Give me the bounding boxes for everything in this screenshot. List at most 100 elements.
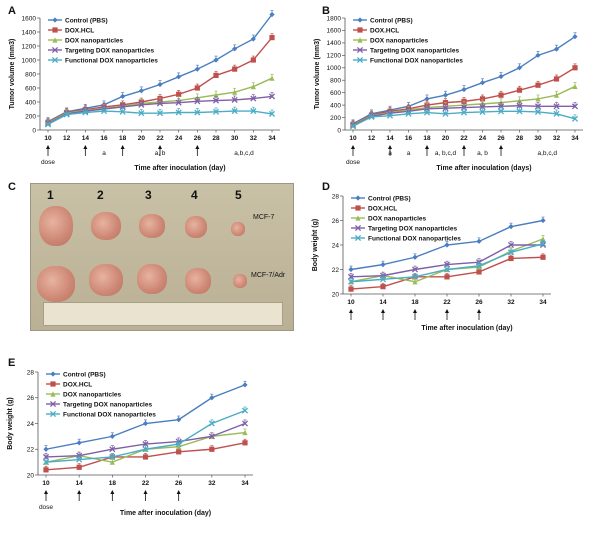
data-point — [443, 261, 451, 268]
data-point — [539, 241, 547, 249]
legend-entry: Control (PBS) — [63, 372, 106, 379]
data-point — [43, 446, 49, 452]
x-tick-label: 34 — [241, 480, 249, 487]
x-tick-label: 32 — [208, 480, 216, 487]
data-point — [209, 395, 215, 401]
y-tick-label: 1400 — [327, 40, 342, 47]
data-point — [498, 92, 504, 98]
data-point — [572, 65, 578, 71]
legend-entry: Functional DOX nanoparticles — [63, 412, 156, 419]
data-point — [242, 382, 248, 388]
data-point — [423, 109, 431, 116]
legend-entry: DOX nanoparticles — [370, 38, 429, 45]
data-point — [475, 262, 483, 269]
y-tick-label: 20 — [332, 291, 340, 298]
data-point — [461, 86, 467, 93]
x-axis-title: Time after inoculation (days) — [436, 165, 531, 172]
data-point — [553, 103, 560, 110]
data-point — [535, 52, 541, 58]
y-tick-label: 400 — [25, 99, 36, 106]
x-axis-title: Time after inoculation (day) — [421, 325, 512, 332]
data-point — [498, 73, 504, 80]
y-tick-label: 200 — [330, 115, 341, 122]
dose-arrow-head — [499, 145, 503, 149]
data-point — [52, 27, 58, 33]
x-tick-label: 18 — [423, 135, 431, 142]
dose-arrow-head — [77, 490, 82, 494]
x-tick-label: 14 — [379, 299, 387, 306]
legend-entry: Functional DOX nanoparticles — [370, 58, 463, 65]
dose-arrow-head — [462, 145, 466, 149]
data-point — [348, 286, 354, 292]
series-0 — [348, 216, 546, 273]
data-point — [176, 417, 182, 423]
data-point — [76, 440, 82, 446]
data-point — [142, 454, 149, 460]
legend-entry: DOX nanoparticles — [368, 216, 427, 223]
x-tick-label: 32 — [507, 299, 515, 306]
data-point — [534, 103, 542, 110]
photo-number-3: 3 — [145, 188, 152, 202]
dose-arrow-head — [46, 145, 50, 149]
row-label-mcf7-adr: MCF-7/Adr — [251, 272, 286, 279]
data-point — [357, 27, 363, 33]
dose-label: dose — [346, 159, 360, 166]
dose-arrow-head — [44, 490, 48, 494]
y-tick-label: 24 — [332, 242, 340, 249]
panel-letter-c: C — [8, 181, 16, 193]
x-tick-label: 10 — [347, 299, 355, 306]
significance-label: a — [388, 150, 392, 157]
data-point — [507, 241, 515, 249]
data-point — [138, 101, 145, 108]
data-point — [232, 89, 238, 95]
data-point — [516, 108, 523, 115]
data-point — [349, 123, 357, 130]
x-axis-title: Time after inoculation (day) — [120, 510, 211, 517]
data-point — [572, 34, 578, 40]
series-4 — [347, 239, 547, 285]
x-tick-label: 30 — [231, 135, 239, 142]
data-point — [42, 453, 50, 461]
data-point — [212, 108, 220, 115]
data-point — [476, 264, 482, 270]
data-point — [497, 103, 505, 110]
panel-b: B 0 200 400 600 800 1000 1200 1400 1600 1800 10 12 14… — [314, 5, 583, 172]
legend-entry: Functional DOX nanoparticles — [368, 236, 461, 243]
panel-letter: D — [322, 181, 330, 193]
data-point — [424, 96, 430, 102]
panel-d: D 20 22 24 26 28 10 14 18 22 26 32 34 Time after inoc… — [312, 181, 551, 332]
y-tick-label: 600 — [330, 90, 341, 97]
dose-arrow-head — [110, 490, 115, 494]
y-tick-label: 1400 — [22, 29, 37, 36]
data-point — [51, 56, 59, 64]
data-point — [386, 112, 394, 119]
x-tick-label: 10 — [42, 480, 50, 487]
y-tick-label: 1000 — [22, 57, 37, 64]
y-tick-label: 1800 — [327, 15, 342, 22]
data-point — [379, 276, 387, 283]
y-tick-label: 24 — [27, 421, 35, 428]
dose-arrow-head — [83, 145, 88, 149]
x-tick-label: 12 — [368, 135, 376, 142]
data-point — [119, 108, 126, 115]
legend-entry: Control (PBS) — [368, 196, 411, 203]
data-point — [476, 269, 482, 275]
data-point — [540, 217, 546, 224]
x-tick-label: 12 — [63, 135, 71, 142]
data-point — [571, 115, 579, 122]
tumor-sample — [89, 264, 123, 296]
data-point — [269, 75, 275, 81]
dose-arrow-head — [349, 309, 353, 313]
data-point — [138, 88, 144, 94]
data-point — [232, 46, 238, 52]
legend-entry: DOX.HCL — [370, 28, 399, 35]
data-point — [209, 446, 215, 452]
data-point — [208, 420, 215, 427]
dose-arrow-head — [445, 309, 449, 313]
data-point — [194, 109, 201, 116]
dose-label: dose — [41, 159, 55, 166]
data-point — [109, 446, 116, 453]
legend-entry: Functional DOX nanoparticles — [65, 58, 158, 65]
series-3 — [349, 101, 579, 129]
data-point — [250, 95, 257, 102]
